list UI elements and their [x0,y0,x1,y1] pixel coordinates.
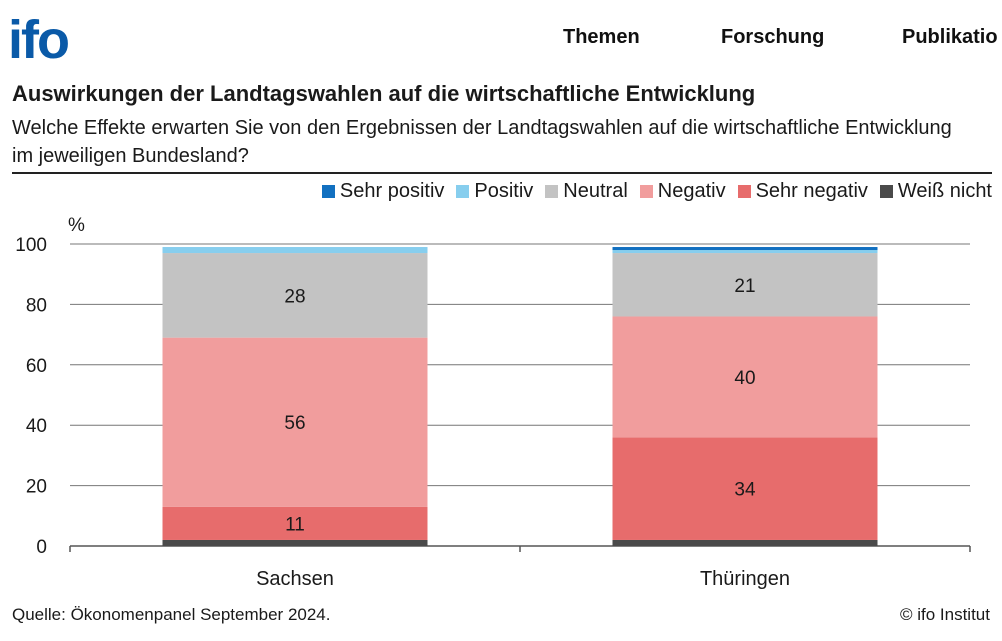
bar-segment [162,253,428,338]
top-bar: ifo Themen Forschung Publikatio [0,0,1002,80]
y-tick-label: 20 [26,477,47,498]
x-category-label: Thüringen [700,568,790,590]
legend-item: Negativ [639,180,726,203]
y-tick-label: 0 [36,537,47,558]
bar-segment [162,506,428,540]
legend-item: Sehr negativ [737,180,868,203]
chart-title: Auswirkungen der Landtagswahlen auf die … [12,81,756,106]
legend-label: Neutral [563,180,628,202]
y-tick-label: 60 [26,356,47,377]
legend-swatch [879,185,893,198]
bar-segment [162,539,428,546]
stacked-bar-chart: 0 20 40 60 80 100% 11 56 28 Sachsen 34 40 21 Thüringe… [15,215,971,590]
bar-segment [612,437,878,540]
legend-item: Positiv [456,180,533,203]
data-label: 11 [285,514,305,535]
legend-label: Positiv [474,180,534,202]
legend-swatch [321,185,335,198]
bar-segment [612,316,878,438]
bar-segment [612,250,878,254]
y-tick-label: 100 [15,235,47,256]
y-axis-label: % [68,215,85,236]
bar-segment [612,253,878,317]
bar-segment [162,337,428,507]
title-rule [12,172,992,174]
nav-forschung[interactable]: Forschung [721,26,825,48]
legend-item: Neutral [545,180,628,203]
legend-label: Negativ [657,180,726,202]
source-note: Quelle: Ökonomenpanel September 2024. [12,605,331,624]
nav-publikationen[interactable]: Publikatio [902,26,998,48]
legend-label: Weiß nicht [897,180,992,202]
data-label: 28 [284,286,305,307]
x-category-label: Sachsen [256,568,334,590]
data-label: 34 [734,480,756,501]
legend-swatch [639,185,653,198]
copyright-note: © ifo Institut [899,605,990,624]
data-label: 40 [734,368,755,389]
y-tick-label: 80 [26,295,47,316]
legend-swatch [456,185,470,198]
legend-item: Sehr positiv [321,180,445,203]
legend-swatch [545,185,559,198]
chart-legend: Sehr positiv Positiv Neutral Negativ Sehr ne… [321,180,992,203]
bar-segment [612,247,878,251]
logo-text: ifo [8,10,68,66]
legend-swatch [737,185,751,198]
legend-item: Weiß nicht [879,180,992,203]
ifo-logo[interactable]: ifo [8,8,78,66]
legend-label: Sehr negativ [755,180,868,202]
y-tick-label: 40 [26,416,47,437]
data-label: 56 [284,413,305,434]
legend-label: Sehr positiv [339,180,445,202]
bar-segment [612,539,878,546]
nav-themen[interactable]: Themen [563,26,640,48]
data-label: 21 [734,276,755,297]
chart-subtitle: Welche Effekte erwarten Sie von den Erge… [12,117,952,167]
bar-segment [162,247,428,254]
